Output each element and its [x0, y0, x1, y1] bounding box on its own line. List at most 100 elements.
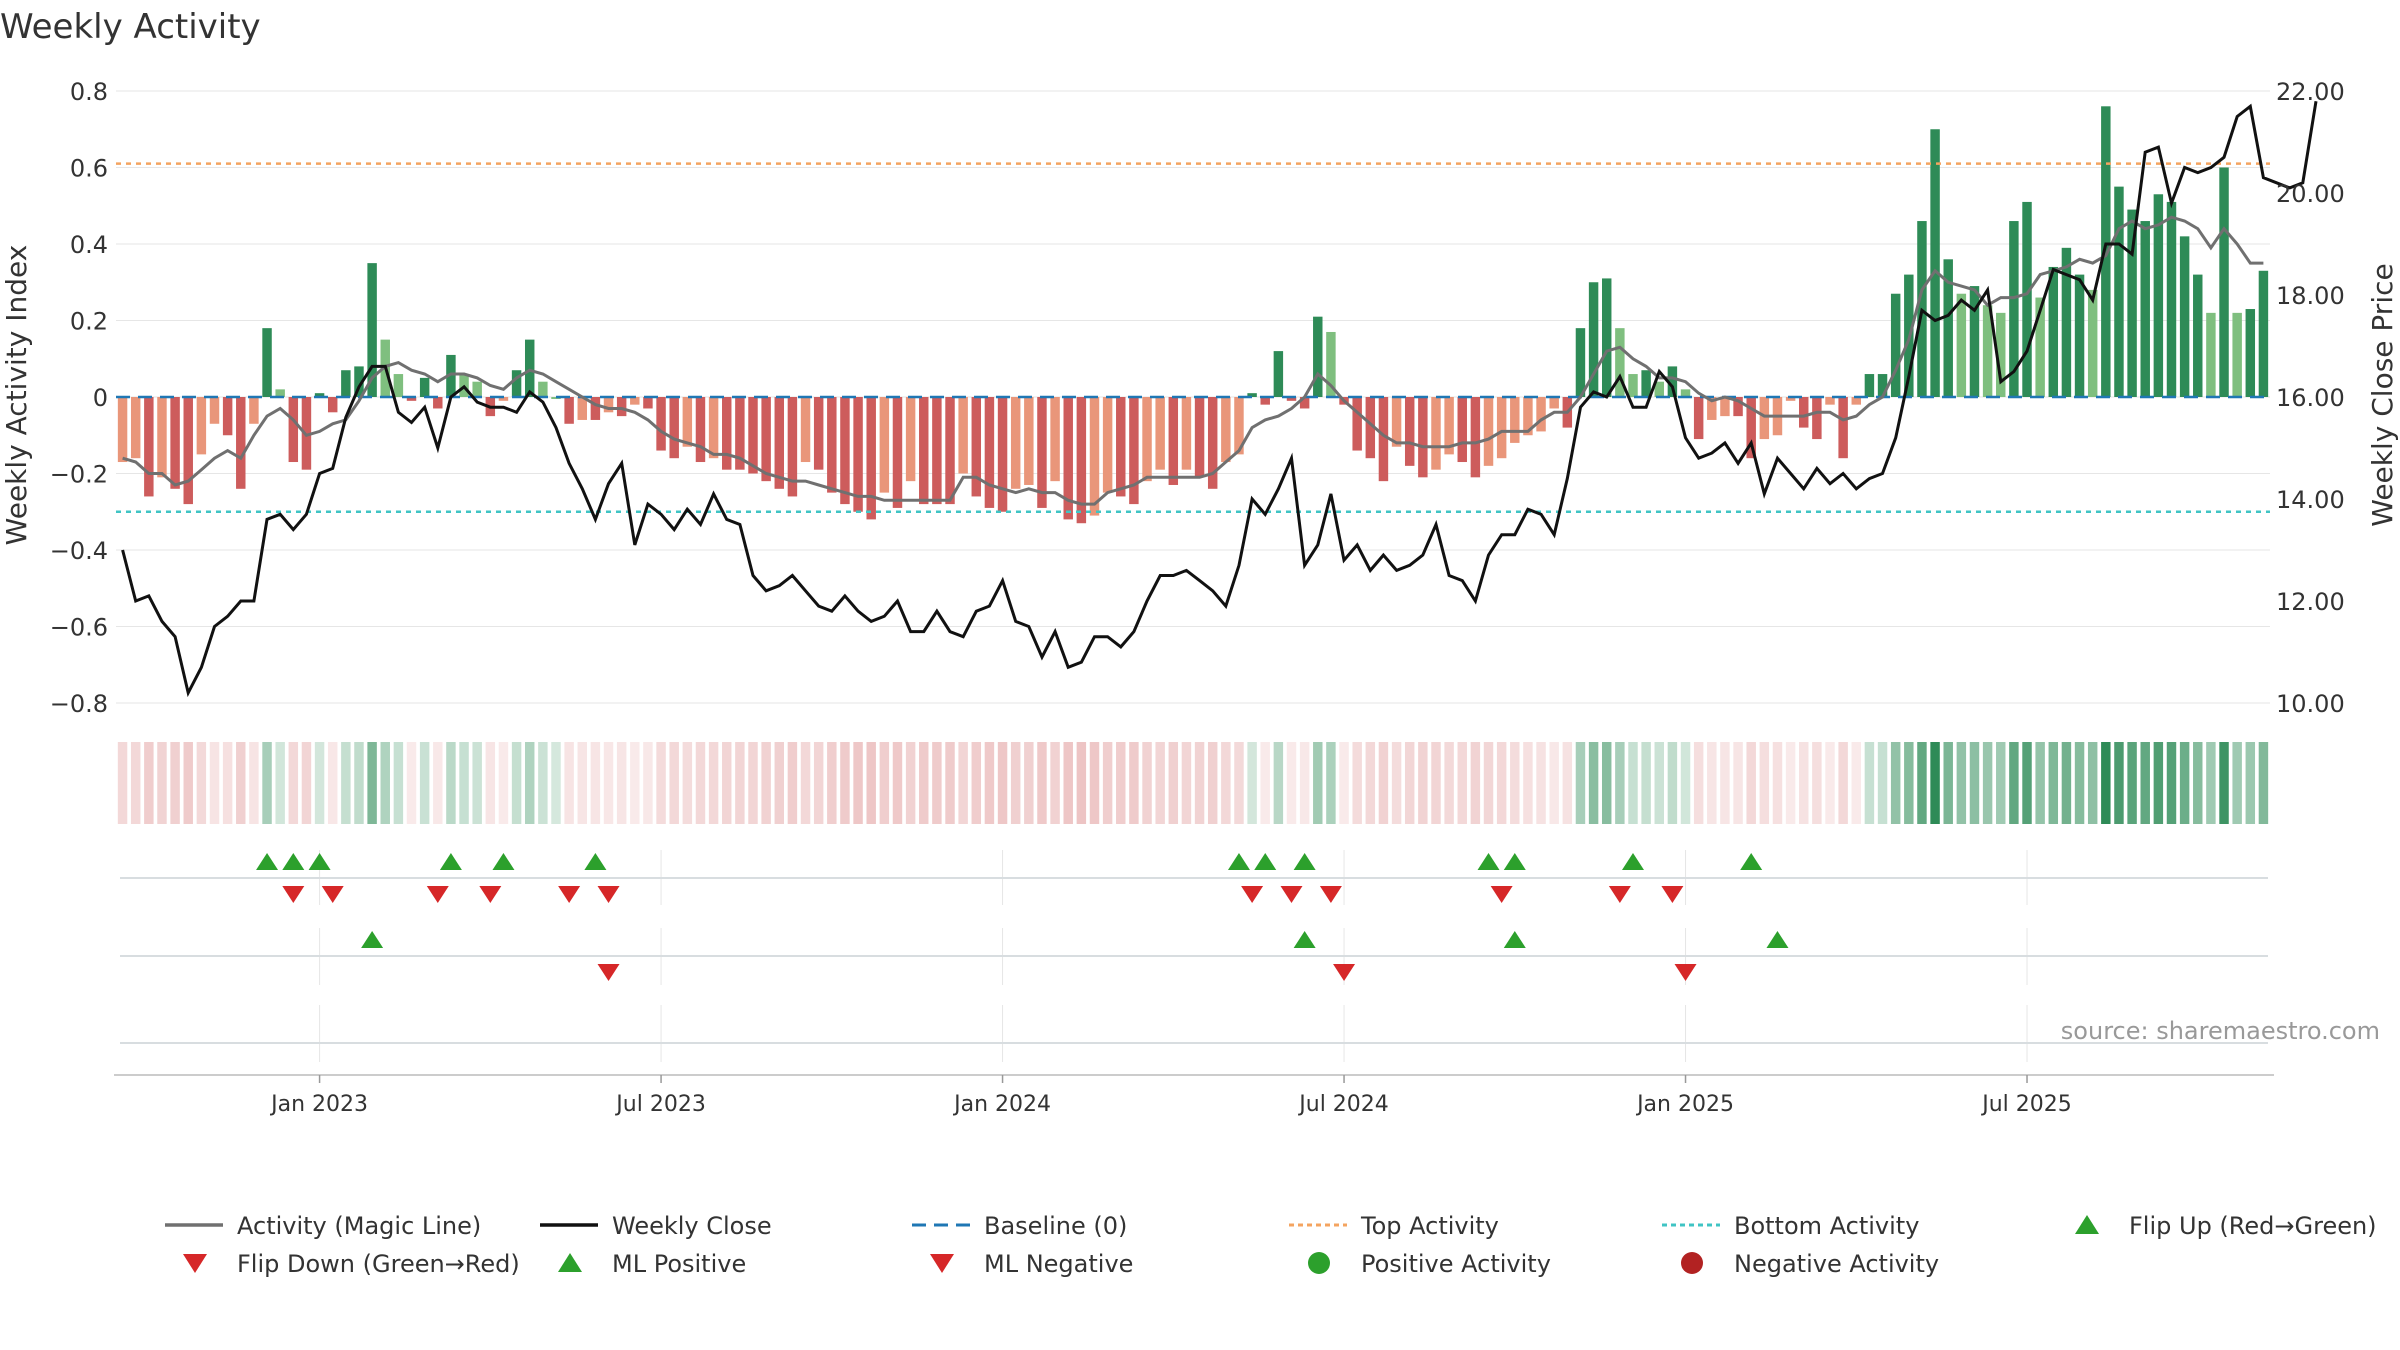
source-note: source: sharemaestro.com: [2061, 1017, 2380, 1045]
heat-strip-cell: [419, 742, 430, 824]
legend-label: Activity (Magic Line): [237, 1212, 481, 1240]
activity-bar: [1286, 397, 1297, 401]
activity-bar: [892, 397, 903, 508]
activity-bar: [1510, 397, 1520, 443]
activity-bar: [1247, 393, 1257, 397]
activity-bar: [130, 397, 141, 459]
heat-strip-cell: [656, 742, 666, 824]
heat-strip-cell: [183, 742, 193, 824]
x-tick-label: Jan 2023: [269, 1092, 368, 1117]
flip-up-marker: [1740, 853, 1763, 870]
activity-bar: [669, 397, 679, 459]
heat-strip-cell: [406, 742, 417, 824]
heat-strip-cell: [1102, 742, 1113, 824]
ml-positive-marker: [1293, 931, 1316, 948]
flip-up-marker: [1621, 853, 1644, 870]
heat-strip-cell: [708, 742, 719, 824]
heat-strip-cell: [643, 742, 653, 824]
legend-label: Negative Activity: [1734, 1250, 1939, 1278]
heat-strip-cell: [1168, 742, 1179, 824]
activity-bar: [1181, 397, 1192, 470]
activity-bar: [2074, 274, 2085, 397]
heat-strip-cell: [2179, 742, 2190, 824]
flip-down-marker: [558, 886, 581, 903]
legend-swatch-tri-down: [183, 1254, 207, 1273]
heat-strip-cell: [2206, 742, 2216, 824]
heat-strip-cell: [2035, 742, 2045, 824]
reference-lines: [116, 162, 2270, 513]
heat-strip-cell: [866, 742, 876, 824]
heat-strip-cell: [879, 742, 890, 824]
activity-bar: [577, 397, 587, 420]
activity-bar: [1457, 397, 1467, 463]
activity-bar: [170, 397, 180, 489]
legend: Activity (Magic Line) Weekly Close Baselin…: [165, 1212, 2377, 1278]
heat-strip-cell: [354, 742, 364, 824]
flip-down-marker: [1241, 886, 1264, 903]
activity-bar: [905, 397, 916, 482]
activity-bar: [1024, 397, 1034, 485]
activity-bar: [590, 397, 601, 420]
activity-bar: [2127, 209, 2137, 397]
heat-strip-cell: [1877, 742, 1888, 824]
heat-strip-cell: [1299, 742, 1310, 824]
y-left-tick-label: −0.2: [50, 461, 108, 489]
heat-strip-cell: [787, 742, 798, 824]
heat-strip-cell: [1444, 742, 1454, 824]
legend-swatch-circle: [1308, 1252, 1330, 1274]
activity-bar: [144, 397, 154, 497]
activity-bar: [2166, 201, 2177, 397]
activity-bar: [1050, 397, 1060, 482]
activity-bar: [787, 397, 798, 497]
y-left-tick-label: 0.4: [70, 231, 108, 259]
activity-bar: [1930, 129, 1940, 397]
flip-down-marker: [282, 886, 305, 903]
activity-bar: [656, 397, 666, 451]
heat-strip-cell: [1457, 742, 1467, 824]
activity-bar: [1207, 397, 1218, 489]
heat-strip-cell: [1759, 742, 1770, 824]
heat-strip-cell: [1864, 742, 1875, 824]
activity-bar: [1864, 374, 1875, 397]
activity-bar: [1851, 397, 1862, 405]
activity-bar: [2206, 312, 2216, 397]
legend-label: Bottom Activity: [1734, 1212, 1919, 1240]
activity-bar: [275, 389, 285, 397]
activity-bar: [538, 381, 548, 397]
activity-bar: [1693, 397, 1704, 440]
heat-strip-cell: [2009, 742, 2019, 824]
activity-bar: [341, 370, 351, 397]
heat-strip-cell: [1063, 742, 1073, 824]
flip-up-marker: [1254, 853, 1277, 870]
heat-strip-cell: [1601, 742, 1612, 824]
heat-strip-cell: [1996, 742, 2006, 824]
heat-strip-cell: [616, 742, 627, 824]
activity-bar: [183, 397, 193, 505]
activity-bar: [997, 397, 1008, 512]
heat-strip-cell: [1733, 742, 1743, 824]
heat-strip-cell: [2074, 742, 2085, 824]
legend-swatch-tri-up: [558, 1253, 582, 1272]
series-lines: [121, 100, 2318, 698]
weekly-close-line: [121, 100, 2318, 698]
heat-strip-cell: [2153, 742, 2164, 824]
activity-bar: [1943, 259, 1953, 397]
x-axis: Jan 2023 Jul 2023 Jan 2024 Jul 2024 Jan 2025…: [269, 1075, 2072, 1117]
heat-strip-cell: [892, 742, 903, 824]
flip-down-marker: [321, 886, 344, 903]
heat-strip-cell: [1851, 742, 1862, 824]
activity-bar: [708, 397, 719, 459]
flip-down-marker: [1661, 886, 1684, 903]
activity-bar: [1588, 282, 1599, 397]
activity-bar: [2048, 266, 2059, 397]
heat-strip-cell: [301, 742, 312, 824]
flip-up-marker: [584, 853, 607, 870]
heat-strip-cell: [590, 742, 601, 824]
activity-bar: [1313, 316, 1323, 397]
legend-label: Positive Activity: [1361, 1250, 1551, 1278]
flip-up-marker: [492, 853, 515, 870]
heat-strip-cell: [1339, 742, 1349, 824]
activity-bar: [1155, 397, 1165, 470]
heat-strip-cell: [1326, 742, 1336, 824]
activity-bar: [1628, 374, 1638, 397]
